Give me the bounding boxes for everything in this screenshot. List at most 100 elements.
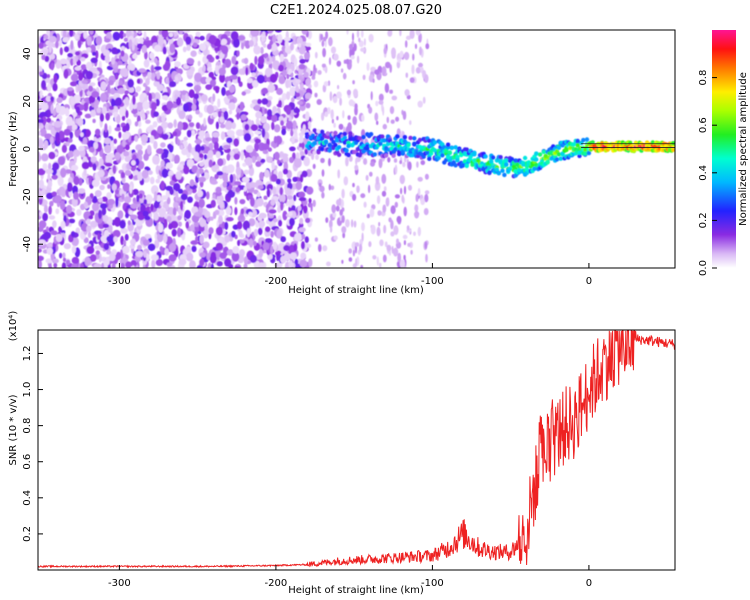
spectrogram-cell	[132, 188, 139, 196]
spectrogram-cell	[370, 161, 375, 167]
spectrogram-cell	[48, 205, 52, 215]
spectrogram-cell	[292, 120, 297, 130]
spectrogram-cell	[78, 177, 83, 186]
spectrogram-cell	[383, 153, 389, 158]
spectrogram-cell	[155, 259, 163, 266]
spectrogram-cell	[410, 249, 413, 255]
spectrogram-cell	[289, 156, 294, 164]
spectrogram-cell	[150, 176, 155, 185]
spectrogram-cell	[46, 247, 53, 255]
spectrogram-cell	[168, 223, 173, 230]
colorbar-tick-label: 0.4	[698, 165, 709, 181]
spectrogram-cell	[125, 110, 129, 119]
spectrogram-cell	[240, 114, 247, 121]
spectrogram-cell	[558, 156, 563, 161]
spectrogram-cell	[291, 87, 295, 97]
spectrogram-cell	[420, 160, 426, 166]
spectrogram-cell	[577, 153, 582, 159]
spectrogram-cell	[325, 134, 331, 139]
spectrogram-cell	[241, 42, 244, 50]
spectrogram-cell	[328, 37, 333, 47]
spectrogram-cell	[399, 174, 405, 185]
spectrogram-cell	[143, 59, 150, 68]
spectrogram-cell	[85, 129, 90, 138]
spectrogram-cell	[295, 85, 299, 93]
spectrogram-cell	[124, 170, 132, 176]
spectrogram-cell	[324, 39, 327, 48]
spectrogram-cell	[209, 216, 214, 221]
spectrogram-cell	[138, 68, 146, 73]
spectrogram-cell	[360, 30, 364, 38]
spectrogram-cell	[156, 148, 164, 155]
spectrogram-cell	[237, 35, 246, 41]
spectrogram-cell	[372, 152, 377, 157]
spectrogram-cell	[342, 232, 346, 239]
spectrogram-cell	[110, 98, 115, 107]
spectrogram-cell	[46, 74, 51, 79]
spectrogram-cell	[556, 145, 562, 150]
spectrogram-cell	[246, 228, 251, 238]
spectrogram-cell	[408, 135, 413, 141]
spectrogram-cell	[85, 70, 94, 80]
spectrogram-cell	[47, 41, 54, 46]
spectrogram-cell	[346, 152, 351, 158]
spectrogram-cell	[193, 151, 200, 161]
spectrogram-cell	[300, 128, 306, 135]
spectrogram-cell	[128, 57, 132, 67]
spectrogram-cell	[45, 258, 53, 264]
spectrogram-cell	[148, 92, 153, 102]
spectrogram-cell	[207, 150, 214, 159]
spectrogram-cell	[77, 188, 86, 194]
spectrogram-cell	[300, 252, 307, 260]
spectrogram-cell	[227, 189, 236, 198]
spectrogram-cell	[62, 30, 67, 39]
spectrogram-cell	[86, 218, 91, 225]
spectrogram-cell	[159, 215, 165, 223]
spectrogram-cell	[376, 256, 379, 266]
spectrogram-x-tick-label: -300	[108, 276, 131, 287]
spectrogram-cell	[354, 164, 359, 171]
spectrogram-cell	[404, 89, 410, 97]
spectrogram-cell	[68, 150, 75, 158]
spectrogram-cell	[64, 46, 70, 53]
spectrogram-cell	[74, 128, 82, 138]
spectrogram-cell	[48, 43, 52, 54]
spectrogram-cell	[575, 143, 580, 148]
spectrogram-cell	[234, 181, 242, 186]
spectrogram-cell	[339, 209, 344, 216]
spectrogram-cell	[395, 116, 400, 122]
spectrogram-cell	[127, 78, 134, 88]
spectrogram-cell	[143, 31, 147, 40]
spectrogram-cell	[238, 229, 243, 238]
spectrogram-cell	[254, 55, 258, 65]
spectrogram-cell	[50, 62, 54, 71]
spectrogram-cell	[243, 132, 252, 142]
spectrogram-cell	[257, 262, 266, 268]
spectrogram-cell	[305, 217, 311, 224]
spectrogram-cell	[412, 142, 417, 147]
spectrogram-cell	[151, 254, 159, 261]
spectrogram-cell	[122, 132, 130, 140]
spectrogram-cell	[321, 40, 325, 47]
spectrogram-cell	[378, 222, 381, 227]
spectrogram-cell	[402, 161, 406, 168]
spectrogram-cell	[375, 100, 379, 107]
spectrogram-cell	[103, 128, 109, 139]
spectrogram-cell	[90, 109, 96, 117]
spectrogram-cell	[83, 30, 88, 39]
spectrogram-cell	[100, 235, 109, 243]
spectrogram-cell	[78, 145, 85, 152]
spectrogram-cell	[225, 217, 234, 222]
spectrogram-cell	[156, 232, 164, 243]
spectrogram-cell	[293, 158, 302, 168]
spectrogram-cell	[200, 145, 205, 151]
spectrogram-cell	[278, 219, 283, 227]
spectrogram-cell	[204, 223, 208, 231]
spectrogram-cell	[360, 264, 364, 268]
spectrogram-cell	[406, 142, 411, 148]
spectrogram-cell	[70, 58, 74, 66]
spectrogram-cell	[444, 148, 449, 154]
spectrogram-cell	[45, 168, 54, 175]
spectrogram-cell	[52, 109, 57, 117]
